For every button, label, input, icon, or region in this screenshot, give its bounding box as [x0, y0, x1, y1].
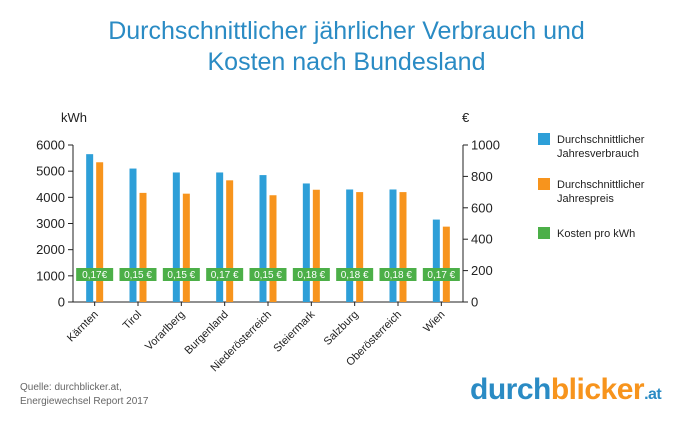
kwh-cost-badge: [422, 268, 460, 281]
legend-label: Durchschnittlicher: [557, 179, 645, 191]
durchblicker-logo: durchblicker.at: [470, 373, 662, 407]
bar-consumption: [129, 168, 137, 302]
chart-title-line-1: Durchschnittlicher jährlicher Verbrauch …: [108, 17, 585, 45]
y-left-tick-label: 2000: [36, 242, 65, 257]
y-left-tick-label: 0: [58, 295, 65, 310]
x-tick-label: Salzburg: [322, 309, 361, 348]
logo-part-1: durch: [470, 373, 551, 406]
kwh-cost-badge: [336, 268, 374, 281]
legend-swatch: [538, 178, 550, 190]
kwh-cost-label: 0,18 €: [384, 270, 412, 281]
x-tick-label: Vorarlberg: [143, 309, 187, 353]
kwh-cost-label: 0,18 €: [341, 270, 369, 281]
x-tick-label: Kärnten: [65, 309, 101, 345]
y-axis-left-label: kWh: [61, 110, 87, 125]
legend-label: Jahresverbrauch: [557, 148, 639, 160]
logo-part-3: .at: [644, 386, 662, 403]
bar-price: [399, 192, 407, 302]
kwh-cost-label: 0,17 €: [427, 270, 455, 281]
bar-price: [96, 162, 104, 302]
y-right-tick-label: 200: [471, 263, 493, 278]
legend-swatch: [538, 227, 550, 239]
y-right-tick-label: 1000: [471, 138, 500, 153]
bar-consumption: [302, 183, 310, 302]
bar-price: [442, 226, 450, 302]
kwh-cost-badge: [76, 268, 114, 281]
chart-title: Durchschnittlicher jährlicher Verbrauch …: [0, 16, 693, 78]
kwh-cost-label: 0,15 €: [254, 270, 282, 281]
legend-label: Durchschnittlicher: [557, 134, 645, 146]
bar-consumption: [86, 154, 94, 302]
bar-price: [312, 189, 320, 302]
y-left-tick-label: 1000: [36, 268, 65, 283]
kwh-cost-label: 0,17€: [82, 270, 107, 281]
kwh-cost-badge: [119, 268, 157, 281]
y-right-tick-label: 600: [471, 200, 493, 215]
y-right-tick-label: 400: [471, 232, 493, 247]
legend-label: Kosten pro kWh: [557, 228, 635, 240]
y-right-tick-label: 0: [471, 295, 478, 310]
bar-price: [356, 192, 364, 302]
kwh-cost-label: 0,15 €: [124, 270, 152, 281]
logo-part-2: blicker: [550, 373, 645, 406]
legend-label: Jahrespreis: [557, 193, 614, 205]
source-line-2: Energiewechsel Report 2017: [20, 396, 149, 407]
source-note: Quelle: durchblicker.at, Energiewechsel …: [20, 381, 148, 409]
kwh-cost-label: 0,15 €: [167, 270, 195, 281]
bar-price: [139, 192, 147, 302]
x-tick-label: Steiermark: [271, 308, 317, 354]
bar-consumption: [259, 175, 267, 302]
bar-price: [226, 180, 234, 302]
kwh-cost-label: 0,17 €: [211, 270, 239, 281]
y-axis-right-label: €: [462, 110, 470, 125]
x-tick-label: Tirol: [121, 309, 144, 332]
bar-consumption: [216, 172, 224, 302]
bar-price: [269, 195, 277, 302]
bar-consumption: [432, 219, 440, 302]
y-right-tick-label: 800: [471, 169, 493, 184]
y-left-tick-label: 5000: [36, 164, 65, 179]
kwh-cost-badge: [379, 268, 417, 281]
kwh-cost-badge: [249, 268, 287, 281]
bar-consumption: [346, 189, 354, 302]
source-line-1: Quelle: durchblicker.at,: [20, 382, 122, 393]
y-left-tick-label: 3000: [36, 216, 65, 231]
chart-title-line-2: Kosten nach Bundesland: [207, 48, 486, 76]
kwh-cost-label: 0,18 €: [297, 270, 325, 281]
kwh-cost-badge: [292, 268, 330, 281]
x-tick-label: Wien: [421, 309, 447, 335]
y-left-tick-label: 4000: [36, 190, 65, 205]
y-left-tick-label: 6000: [36, 138, 65, 153]
bar-consumption: [389, 189, 397, 302]
bar-consumption: [172, 172, 180, 302]
bar-price: [182, 193, 190, 302]
kwh-cost-badge: [206, 268, 244, 281]
kwh-cost-badge: [162, 268, 200, 281]
legend-swatch: [538, 133, 550, 145]
